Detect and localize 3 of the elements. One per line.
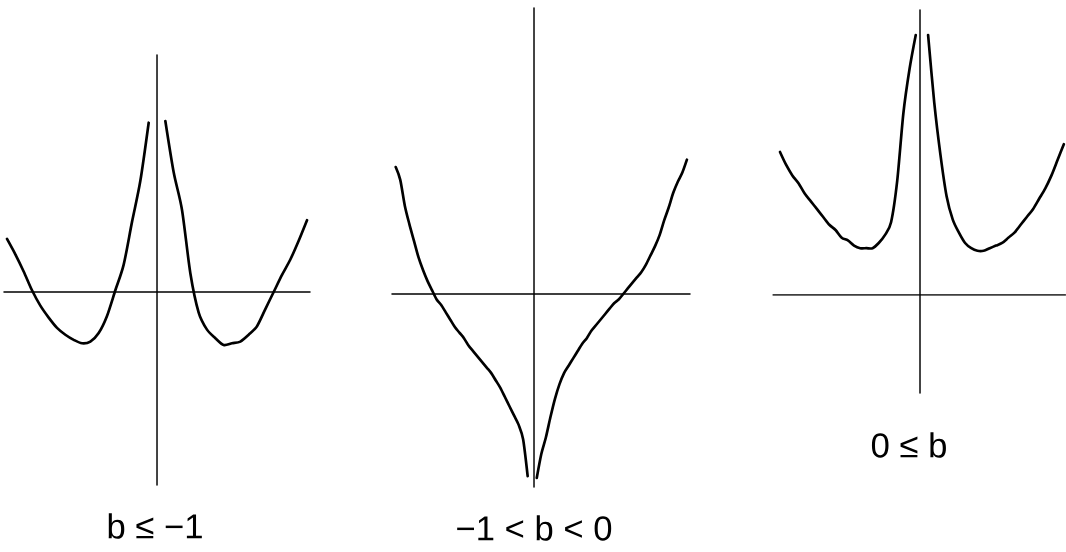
x-axis-title: −1 < b < 0: [457, 515, 612, 541]
x-axis-title: b ≤ −1: [108, 513, 202, 539]
x-axis-title: 0 ≤ b: [871, 432, 946, 458]
